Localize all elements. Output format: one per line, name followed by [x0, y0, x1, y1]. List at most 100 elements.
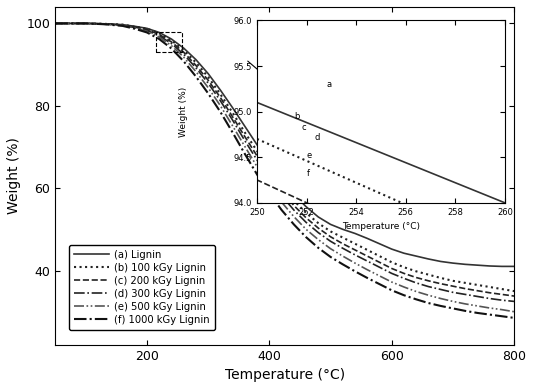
(a) Lignin	[205, 71, 212, 76]
(a) Lignin	[144, 26, 150, 31]
(b) 100 kGy Lignin	[52, 21, 59, 26]
(b) 100 kGy Lignin	[193, 60, 199, 65]
(b) 100 kGy Lignin	[376, 254, 383, 258]
(d) 300 kGy Lignin	[278, 193, 285, 198]
(d) 300 kGy Lignin	[315, 230, 321, 235]
(e) 500 kGy Lignin	[425, 293, 432, 298]
(a) Lignin	[389, 247, 395, 251]
X-axis label: Temperature (°C): Temperature (°C)	[224, 368, 345, 382]
(d) 300 kGy Lignin	[499, 298, 505, 303]
(e) 500 kGy Lignin	[119, 23, 126, 28]
(f) 1000 kGy Lignin	[254, 172, 260, 177]
(d) 300 kGy Lignin	[352, 252, 358, 257]
(d) 300 kGy Lignin	[168, 41, 175, 46]
(f) 1000 kGy Lignin	[181, 59, 187, 64]
(e) 500 kGy Lignin	[193, 69, 199, 74]
(a) Lignin	[217, 88, 224, 93]
(b) 100 kGy Lignin	[462, 280, 469, 285]
(d) 300 kGy Lignin	[303, 220, 309, 225]
(d) 300 kGy Lignin	[119, 23, 126, 27]
(f) 1000 kGy Lignin	[303, 235, 309, 240]
(f) 1000 kGy Lignin	[487, 312, 493, 317]
Legend: (a) Lignin, (b) 100 kGy Lignin, (c) 200 kGy Lignin, (d) 300 kGy Lignin, (e) 500 : (a) Lignin, (b) 100 kGy Lignin, (c) 200 …	[69, 245, 215, 329]
(b) 100 kGy Lignin	[229, 110, 236, 115]
(b) 100 kGy Lignin	[168, 38, 175, 43]
(a) Lignin	[376, 242, 383, 246]
(b) 100 kGy Lignin	[217, 92, 224, 96]
(c) 200 kGy Lignin	[278, 189, 285, 193]
(c) 200 kGy Lignin	[119, 23, 126, 27]
(d) 300 kGy Lignin	[327, 239, 334, 244]
(b) 100 kGy Lignin	[389, 260, 395, 265]
(b) 100 kGy Lignin	[119, 22, 126, 27]
(d) 300 kGy Lignin	[389, 271, 395, 276]
(f) 1000 kGy Lignin	[340, 262, 346, 267]
(b) 100 kGy Lignin	[156, 31, 163, 36]
(f) 1000 kGy Lignin	[315, 245, 321, 250]
(d) 300 kGy Lignin	[438, 287, 444, 292]
(a) Lignin	[315, 215, 321, 219]
(a) Lignin	[181, 46, 187, 51]
(b) 100 kGy Lignin	[205, 75, 212, 79]
(b) 100 kGy Lignin	[474, 282, 481, 287]
(a) Lignin	[438, 259, 444, 264]
(e) 500 kGy Lignin	[389, 280, 395, 284]
(d) 300 kGy Lignin	[241, 138, 248, 143]
(b) 100 kGy Lignin	[290, 198, 297, 203]
(c) 200 kGy Lignin	[156, 32, 163, 37]
(a) Lignin	[156, 30, 163, 35]
(d) 300 kGy Lignin	[462, 292, 469, 297]
(a) Lignin	[327, 222, 334, 227]
(b) 100 kGy Lignin	[101, 21, 107, 26]
(d) 300 kGy Lignin	[401, 276, 407, 281]
(f) 1000 kGy Lignin	[168, 46, 175, 51]
(b) 100 kGy Lignin	[315, 221, 321, 226]
(c) 200 kGy Lignin	[205, 78, 212, 82]
(f) 1000 kGy Lignin	[229, 130, 236, 135]
(a) Lignin	[278, 177, 285, 182]
(e) 500 kGy Lignin	[327, 246, 334, 251]
(c) 200 kGy Lignin	[229, 115, 236, 119]
(c) 200 kGy Lignin	[499, 292, 505, 297]
(b) 100 kGy Lignin	[181, 48, 187, 53]
(d) 300 kGy Lignin	[425, 284, 432, 289]
(d) 300 kGy Lignin	[156, 33, 163, 38]
(e) 500 kGy Lignin	[217, 103, 224, 108]
(f) 1000 kGy Lignin	[438, 303, 444, 308]
(c) 200 kGy Lignin	[193, 63, 199, 68]
(b) 100 kGy Lignin	[401, 265, 407, 270]
(b) 100 kGy Lignin	[266, 167, 272, 172]
(c) 200 kGy Lignin	[462, 286, 469, 291]
(d) 300 kGy Lignin	[450, 290, 456, 295]
(a) Lignin	[511, 264, 517, 269]
(c) 200 kGy Lignin	[181, 50, 187, 54]
(a) Lignin	[303, 204, 309, 209]
(c) 200 kGy Lignin	[144, 27, 150, 32]
(f) 1000 kGy Lignin	[132, 26, 138, 31]
(a) Lignin	[168, 37, 175, 41]
Line: (f) 1000 kGy Lignin: (f) 1000 kGy Lignin	[55, 23, 514, 318]
(f) 1000 kGy Lignin	[511, 315, 517, 320]
(e) 500 kGy Lignin	[101, 22, 107, 26]
(d) 300 kGy Lignin	[511, 299, 517, 304]
(f) 1000 kGy Lignin	[241, 152, 248, 156]
(f) 1000 kGy Lignin	[266, 191, 272, 196]
(e) 500 kGy Lignin	[450, 299, 456, 304]
(e) 500 kGy Lignin	[132, 26, 138, 30]
(c) 200 kGy Lignin	[511, 294, 517, 298]
(e) 500 kGy Lignin	[462, 301, 469, 306]
(f) 1000 kGy Lignin	[462, 308, 469, 313]
(e) 500 kGy Lignin	[241, 144, 248, 149]
(e) 500 kGy Lignin	[52, 21, 59, 26]
(f) 1000 kGy Lignin	[83, 21, 89, 26]
(f) 1000 kGy Lignin	[425, 301, 432, 305]
Line: (a) Lignin: (a) Lignin	[55, 23, 514, 266]
(e) 500 kGy Lignin	[229, 124, 236, 128]
(e) 500 kGy Lignin	[315, 237, 321, 242]
(f) 1000 kGy Lignin	[119, 24, 126, 28]
(e) 500 kGy Lignin	[290, 214, 297, 219]
(e) 500 kGy Lignin	[438, 296, 444, 301]
(d) 300 kGy Lignin	[52, 21, 59, 26]
(e) 500 kGy Lignin	[364, 267, 370, 272]
(c) 200 kGy Lignin	[101, 21, 107, 26]
